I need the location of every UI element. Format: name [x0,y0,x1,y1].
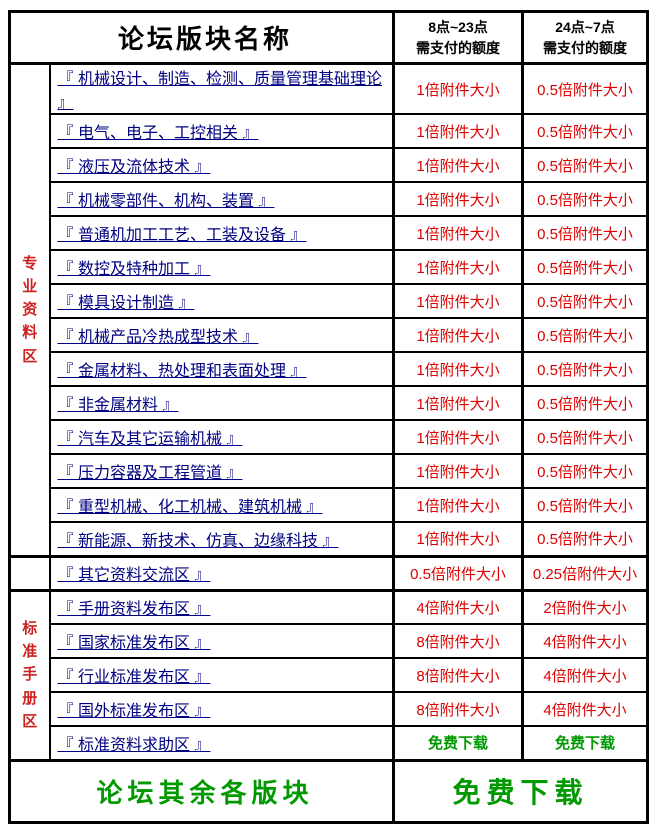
section-label-standards: 标准手册区 [8,588,51,761]
table-row: 『 数控及特种加工 』 1倍附件大小 0.5倍附件大小 [10,249,649,285]
price-night: 0.5倍附件大小 [521,487,649,523]
price-night: 0.25倍附件大小 [521,554,649,591]
forum-link[interactable]: 『 其它资料交流区 』 [57,567,211,584]
free-download-night: 免费下载 [521,725,649,761]
header-night-rate: 24点~7点 需支付的额度 [521,10,649,65]
table-row: 『 模具设计制造 』 1倍附件大小 0.5倍附件大小 [10,283,649,319]
table-row: 『 非金属材料 』 1倍附件大小 0.5倍附件大小 [10,385,649,421]
table-row: 『 行业标准发布区 』 8倍附件大小 4倍附件大小 [10,657,649,693]
table-row: 专业资料区 『 机械设计、制造、检测、质量管理基础理论 』 1倍附件大小 0.5… [8,62,649,557]
price-night: 0.5倍附件大小 [521,62,649,115]
forum-link[interactable]: 『 模具设计制造 』 [57,295,195,312]
price-night: 0.5倍附件大小 [521,521,649,557]
price-day: 1倍附件大小 [392,385,524,421]
table-row: 『 标准资料求助区 』 免费下载 免费下载 [10,725,649,761]
forum-link[interactable]: 『 标准资料求助区 』 [57,736,211,754]
price-night: 4倍附件大小 [521,657,649,693]
forum-link[interactable]: 『 汽车及其它运输机械 』 [57,431,243,448]
forum-link[interactable]: 『 金属材料、热处理和表面处理 』 [57,363,307,380]
price-day: 1倍附件大小 [392,521,524,557]
price-night: 0.5倍附件大小 [521,181,649,217]
forum-link[interactable]: 『 机械产品冷热成型技术 』 [57,329,259,346]
forum-link[interactable]: 『 非金属材料 』 [57,397,179,414]
forum-link[interactable]: 『 液压及流体技术 』 [57,159,211,176]
price-day: 1倍附件大小 [392,453,524,489]
footer-other-forums-label: 论坛其余各版块 [8,758,395,823]
price-night: 0.5倍附件大小 [521,317,649,353]
header-forum-name: 论坛版块名称 [8,10,395,65]
table-row: 『 汽车及其它运输机械 』 1倍附件大小 0.5倍附件大小 [10,419,649,455]
table-row: 『 压力容器及工程管道 』 1倍附件大小 0.5倍附件大小 [10,453,649,489]
price-night: 0.5倍附件大小 [521,351,649,387]
header-day-line2: 需支付的额度 [416,39,500,56]
price-day: 1倍附件大小 [392,351,524,387]
forum-pricing-table: 论坛版块名称 8点~23点 需支付的额度 24点~7点 需支付的额度 专业资料区… [8,10,649,824]
price-night: 0.5倍附件大小 [521,385,649,421]
forum-link[interactable]: 『 普通机加工工艺、工装及设备 』 [57,227,307,244]
header-day-line1: 8点~23点 [428,19,488,36]
price-day: 0.5倍附件大小 [392,554,524,591]
table-header-row: 论坛版块名称 8点~23点 需支付的额度 24点~7点 需支付的额度 [8,10,649,65]
price-night: 0.5倍附件大小 [521,249,649,285]
price-day: 1倍附件大小 [392,62,524,115]
table-row: 『 金属材料、热处理和表面处理 』 1倍附件大小 0.5倍附件大小 [10,351,649,387]
price-day: 1倍附件大小 [392,249,524,285]
price-day: 1倍附件大小 [392,147,524,183]
price-day: 1倍附件大小 [392,181,524,217]
price-day: 1倍附件大小 [392,283,524,319]
forum-link[interactable]: 『 国外标准发布区 』 [57,703,211,720]
free-download-day: 免费下载 [392,725,524,761]
table-row: 『 机械产品冷热成型技术 』 1倍附件大小 0.5倍附件大小 [10,317,649,353]
forum-link[interactable]: 『 数控及特种加工 』 [57,261,211,278]
price-day: 1倍附件大小 [392,215,524,251]
table-row: 标准手册区 『 手册资料发布区 』 4倍附件大小 2倍附件大小 [8,588,649,761]
price-night: 0.5倍附件大小 [521,113,649,149]
table-row: 『 重型机械、化工机械、建筑机械 』 1倍附件大小 0.5倍附件大小 [10,487,649,523]
price-night: 2倍附件大小 [521,588,649,625]
price-day: 1倍附件大小 [392,113,524,149]
price-day: 4倍附件大小 [392,588,524,625]
forum-link[interactable]: 『 压力容器及工程管道 』 [57,465,243,482]
table-row: 『 普通机加工工艺、工装及设备 』 1倍附件大小 0.5倍附件大小 [10,215,649,251]
forum-link[interactable]: 『 机械零部件、机构、装置 』 [57,193,275,210]
price-night: 4倍附件大小 [521,691,649,727]
footer-free-download-label: 免费下载 [392,758,649,823]
price-night: 4倍附件大小 [521,623,649,659]
forum-link[interactable]: 『 国家标准发布区 』 [57,635,211,652]
forum-link[interactable]: 『 新能源、新技术、仿真、边缘科技 』 [57,532,339,550]
forum-link[interactable]: 『 重型机械、化工机械、建筑机械 』 [57,499,323,516]
price-day: 8倍附件大小 [392,657,524,693]
header-day-rate: 8点~23点 需支付的额度 [392,10,524,65]
forum-link[interactable]: 『 电气、电子、工控相关 』 [57,125,259,142]
section-label-professional: 专业资料区 [8,62,51,557]
table-row: 『 国家标准发布区 』 8倍附件大小 4倍附件大小 [10,623,649,659]
table-row: 『 其它资料交流区 』 0.5倍附件大小 0.25倍附件大小 [8,554,649,591]
table-row: 『 电气、电子、工控相关 』 1倍附件大小 0.5倍附件大小 [10,113,649,149]
section-label-empty [8,554,51,591]
table-row: 『 新能源、新技术、仿真、边缘科技 』 1倍附件大小 0.5倍附件大小 [10,521,649,557]
price-night: 0.5倍附件大小 [521,215,649,251]
price-day: 8倍附件大小 [392,691,524,727]
price-day: 8倍附件大小 [392,623,524,659]
header-night-line2: 需支付的额度 [543,39,627,56]
price-night: 0.5倍附件大小 [521,419,649,455]
forum-link[interactable]: 『 行业标准发布区 』 [57,669,211,686]
forum-link[interactable]: 『 机械设计、制造、检测、质量管理基础理论 』 [57,71,382,112]
price-day: 1倍附件大小 [392,419,524,455]
forum-link[interactable]: 『 手册资料发布区 』 [57,601,211,619]
price-day: 1倍附件大小 [392,487,524,523]
table-row: 『 液压及流体技术 』 1倍附件大小 0.5倍附件大小 [10,147,649,183]
price-night: 0.5倍附件大小 [521,283,649,319]
price-day: 1倍附件大小 [392,317,524,353]
price-night: 0.5倍附件大小 [521,147,649,183]
table-row: 『 国外标准发布区 』 8倍附件大小 4倍附件大小 [10,691,649,727]
table-footer-row: 论坛其余各版块 免费下载 [8,758,649,823]
table-row: 『 机械零部件、机构、装置 』 1倍附件大小 0.5倍附件大小 [10,181,649,217]
header-night-line1: 24点~7点 [555,19,615,36]
price-night: 0.5倍附件大小 [521,453,649,489]
